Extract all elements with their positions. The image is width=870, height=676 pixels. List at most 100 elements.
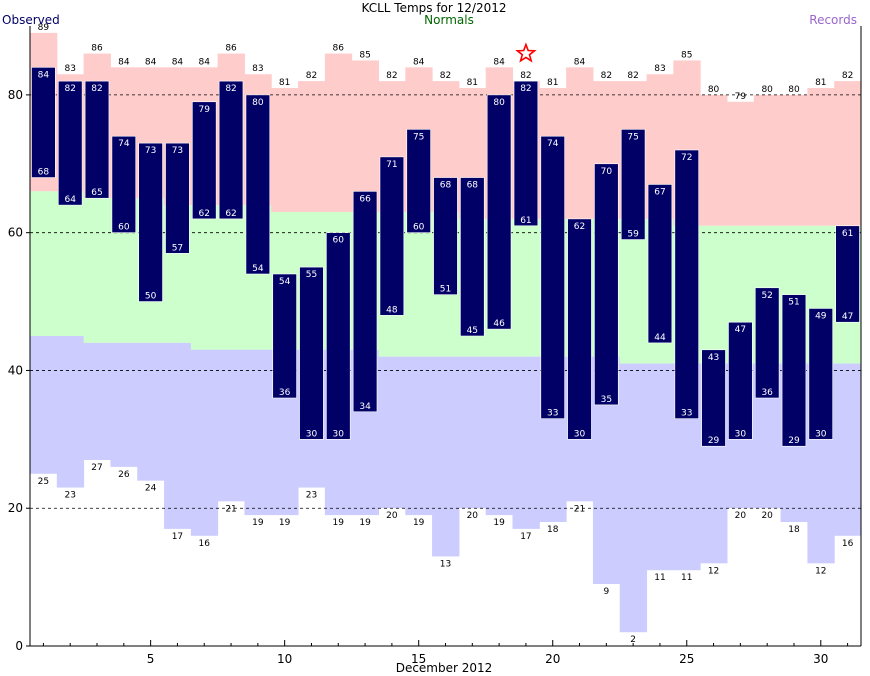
record-high-label: 80 (761, 85, 773, 95)
record-low-label: 23 (306, 491, 317, 501)
observed-bar (835, 225, 860, 323)
observed-bar (326, 232, 351, 440)
normal-band (512, 218, 540, 357)
observed-high-label: 43 (708, 353, 719, 363)
record-high-band (780, 94, 808, 226)
observed-low-label: 60 (118, 223, 130, 233)
observed-low-label: 61 (520, 216, 531, 226)
observed-bar (460, 177, 485, 337)
observed-bar (594, 163, 619, 406)
legend-normals: Normals (424, 13, 474, 27)
observed-low-label: 44 (654, 333, 666, 343)
record-high-label: 83 (64, 64, 75, 74)
observed-low-label: 29 (788, 436, 800, 446)
x-tick-label: 20 (545, 652, 560, 666)
record-high-band (324, 53, 353, 212)
record-low-label: 2 (630, 635, 636, 645)
observed-high-label: 70 (601, 167, 613, 177)
observed-low-label: 33 (547, 409, 558, 419)
observed-bar (111, 135, 137, 233)
observed-high-label: 54 (279, 277, 291, 287)
y-tick-label: 60 (8, 226, 23, 240)
x-tick-label: 5 (147, 652, 155, 666)
record-high-band (753, 94, 782, 226)
observed-high-label: 75 (627, 132, 638, 142)
record-high-label: 89 (38, 23, 50, 33)
observed-high-label: 73 (145, 146, 156, 156)
observed-low-label: 65 (91, 188, 102, 198)
observed-low-label: 30 (735, 429, 747, 439)
observed-high-label: 82 (520, 84, 531, 94)
record-high-band (298, 81, 326, 212)
record-low-label: 23 (64, 491, 75, 501)
record-low-band (405, 356, 433, 516)
observed-bar (754, 287, 780, 399)
record-low-label: 13 (440, 559, 451, 569)
observed-high-label: 67 (654, 187, 665, 197)
observed-bar (299, 266, 324, 440)
observed-bar (31, 67, 56, 178)
observed-low-label: 35 (601, 395, 612, 405)
record-low-band (512, 356, 540, 529)
record-high-label: 80 (788, 85, 800, 95)
observed-bar (701, 349, 726, 447)
record-high-band (834, 81, 862, 226)
record-low-label: 11 (681, 573, 692, 583)
record-low-label: 26 (118, 470, 130, 480)
tick-labels: 0 20 40 60 80 5 10 15 20 25 30 (8, 88, 829, 666)
record-low-label: 27 (91, 463, 102, 473)
record-low-label: 19 (359, 518, 371, 528)
observed-bar (165, 142, 190, 254)
record-high-label: 81 (467, 78, 478, 88)
x-tick-label: 30 (813, 652, 828, 666)
record-low-label: 20 (735, 511, 747, 521)
record-low-band (190, 349, 219, 536)
x-axis-label: December 2012 (396, 661, 493, 675)
y-tick-label: 0 (15, 639, 23, 653)
chart-title: KCLL Temps for 12/2012 (362, 1, 507, 15)
observed-bar (138, 142, 163, 302)
observed-high-label: 55 (306, 270, 317, 280)
observed-low-label: 62 (199, 209, 210, 219)
observed-bar (433, 177, 458, 295)
observed-low-label: 36 (279, 388, 291, 398)
record-low-label: 12 (815, 566, 826, 576)
annotations (515, 42, 537, 63)
record-low-band (619, 363, 648, 633)
y-tick-label: 20 (8, 501, 23, 515)
record-high-label: 79 (735, 92, 747, 102)
normal-band (700, 225, 728, 364)
record-high-label: 82 (627, 71, 638, 81)
record-high-label: 84 (199, 57, 211, 67)
record-high-label: 85 (359, 50, 370, 60)
normal-band (56, 191, 85, 336)
observed-bar (406, 129, 431, 233)
record-low-label: 9 (603, 587, 609, 597)
record-low-label: 20 (386, 511, 398, 521)
observed-bar (728, 321, 753, 440)
record-low-band (110, 342, 138, 467)
normal-band (83, 198, 111, 343)
observed-bar (486, 94, 512, 330)
x-tick-label: 15 (411, 652, 426, 666)
observed-bar (84, 80, 110, 199)
record-high-label: 86 (225, 44, 237, 54)
record-high-label: 86 (91, 44, 103, 54)
record-high-label: 84 (172, 57, 184, 67)
record-low-label: 17 (172, 532, 183, 542)
observed-low-label: 36 (761, 388, 773, 398)
observed-high-label: 84 (38, 70, 50, 80)
record-low-band (83, 342, 111, 460)
record-low-label: 19 (252, 518, 264, 528)
legend-observed: Observed (2, 13, 60, 27)
record-low-label: 19 (413, 518, 425, 528)
record-high-label: 82 (386, 71, 397, 81)
observed-high-label: 49 (815, 311, 827, 321)
legend-records: Records (809, 13, 857, 27)
observed-low-label: 29 (708, 436, 720, 446)
record-low-band (137, 342, 165, 481)
record-low-band (646, 363, 674, 571)
record-high-label: 82 (306, 71, 317, 81)
observed-low-label: 33 (681, 409, 692, 419)
record-low-label: 19 (333, 518, 345, 528)
